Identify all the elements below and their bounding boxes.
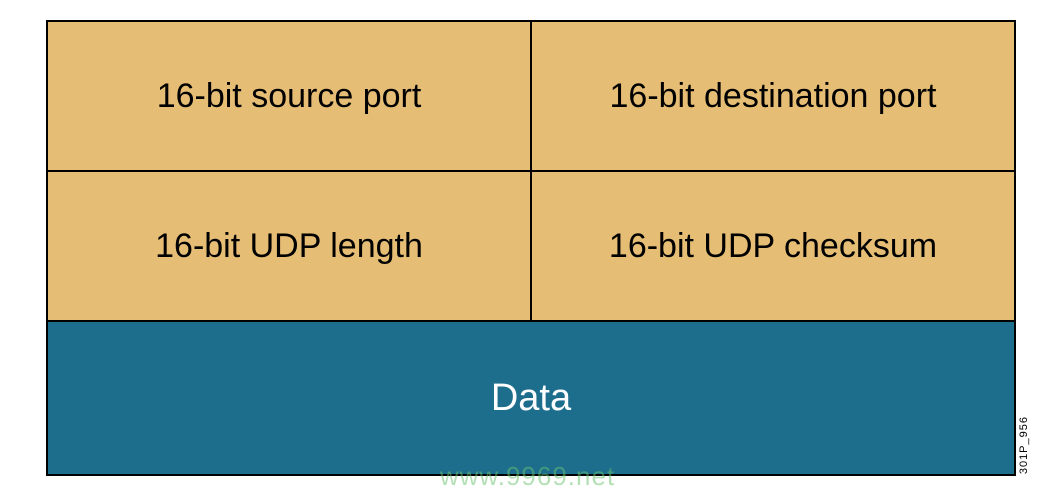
- header-row-1: 16-bit source port 16-bit destination po…: [48, 22, 1014, 172]
- destination-port-cell: 16-bit destination port: [532, 22, 1014, 170]
- udp-length-cell: 16-bit UDP length: [48, 172, 532, 320]
- side-label: 301P_956: [1018, 416, 1030, 474]
- source-port-cell: 16-bit source port: [48, 22, 532, 170]
- udp-checksum-cell: 16-bit UDP checksum: [532, 172, 1014, 320]
- data-row: Data: [48, 322, 1014, 474]
- header-row-2: 16-bit UDP length 16-bit UDP checksum: [48, 172, 1014, 322]
- udp-packet-diagram: 16-bit source port 16-bit destination po…: [46, 20, 1016, 476]
- data-label: Data: [491, 377, 571, 420]
